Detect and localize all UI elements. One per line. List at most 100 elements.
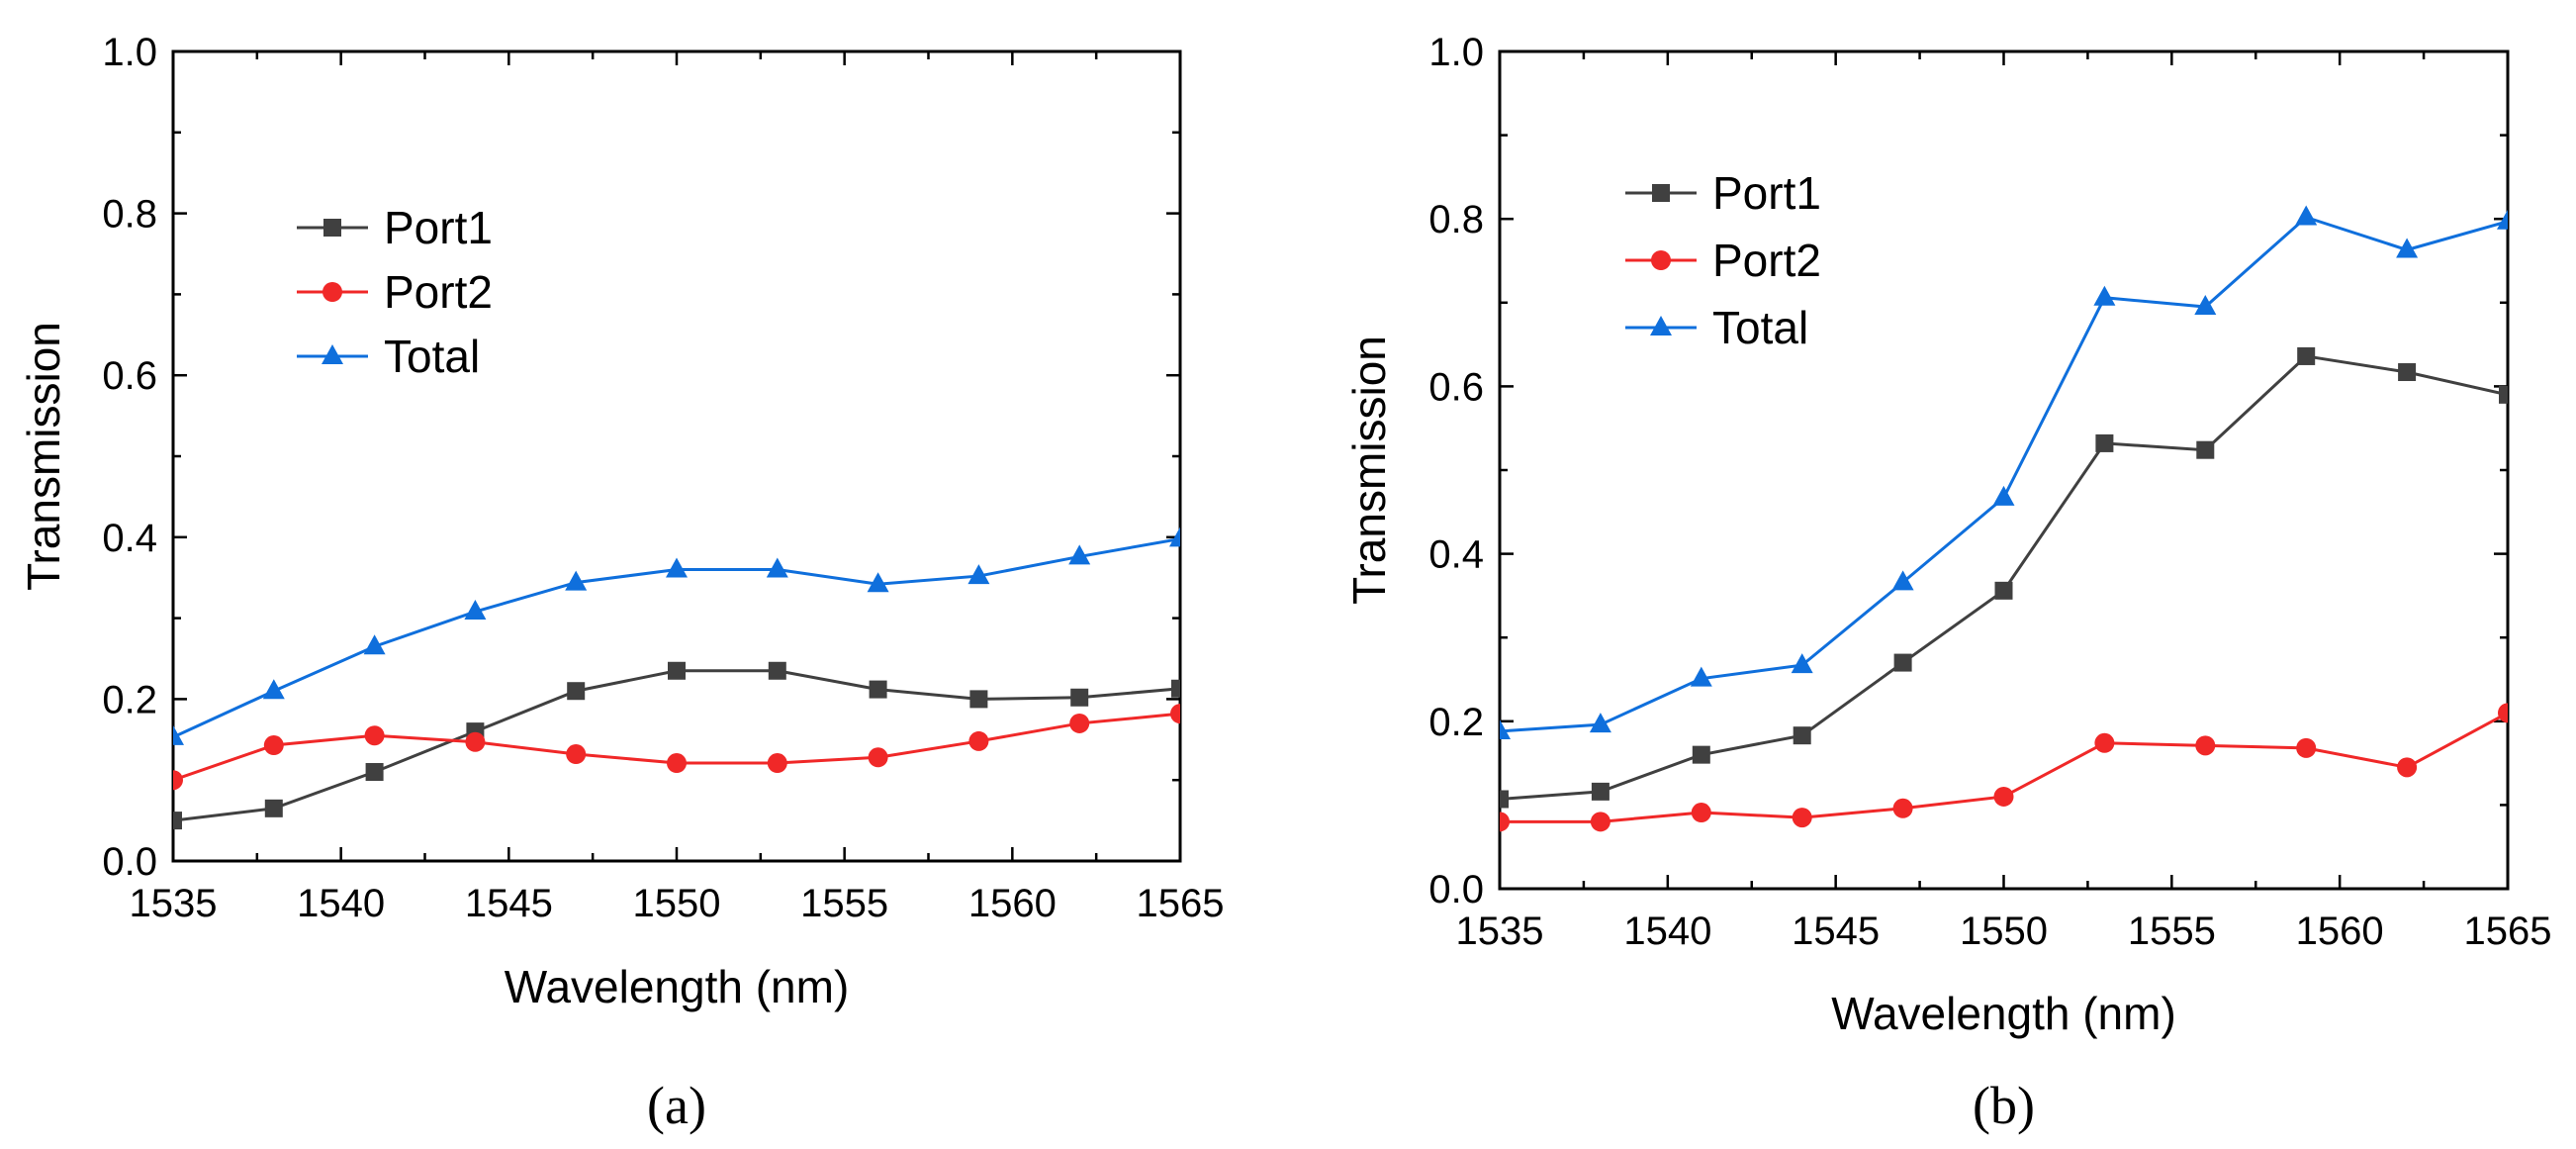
y-tick-label: 0.2 [1428,701,1484,744]
legend-marker-port1 [1652,184,1670,202]
data-point-port1 [264,799,283,817]
y-tick-label: 0.4 [1428,533,1484,577]
data-point-port1 [1994,581,2013,600]
legend-label: Port2 [1712,235,1821,286]
data-point-port1 [2499,385,2508,404]
x-tick-label: 1560 [2296,910,2384,953]
data-point-total [2396,238,2419,258]
data-point-total [1500,718,1511,739]
legend: Port1 Port2 Total [297,202,493,382]
y-tick-label: 0.6 [1428,365,1484,409]
data-point-total [1690,666,1712,687]
y-tick-label: 1.0 [102,31,157,74]
x-tick-label: 1540 [1623,910,1711,953]
data-point-port2 [2195,735,2216,756]
data-point-total [2497,209,2508,230]
legend-marker-port2 [1651,250,1671,270]
y-tick-label: 0.8 [1428,198,1484,241]
x-tick-label: 1565 [1137,882,1225,925]
panel-label: (a) [647,1076,706,1135]
data-point-port1 [1070,688,1089,707]
data-point-port1 [1171,679,1180,698]
data-point-port1 [1893,653,1912,672]
data-point-total [1068,544,1091,565]
data-point-port2 [767,753,787,774]
data-point-total [173,724,184,745]
y-tick-label: 0.0 [102,840,157,884]
y-tick-label: 1.0 [1428,31,1484,74]
y-axis-label: Transmission [18,322,69,591]
chart-panel-a: 1535 1540 1545 1550 1555 1560 1565 0.0 0.2 0.4 0.6… [18,31,1224,1135]
data-point-port2 [868,747,888,768]
data-point-total [262,679,285,700]
series-group [173,527,1180,830]
data-point-total [967,564,990,585]
data-point-total [2194,295,2217,316]
x-tick-label: 1535 [1456,910,1544,953]
data-point-port2 [2397,757,2418,778]
data-point-port2 [1792,808,1812,828]
data-point-port2 [1170,704,1180,724]
data-point-total [1169,527,1180,547]
data-point-port2 [1892,798,1913,818]
panel-label: (b) [1973,1076,2035,1135]
data-point-port2 [2296,737,2317,758]
data-point-port2 [1691,803,1711,823]
plot-frame [1498,49,2510,891]
legend-marker-port2 [322,282,342,302]
data-point-port1 [567,682,586,701]
data-point-total [867,572,889,593]
x-tick-label: 1545 [465,882,553,925]
x-tick-label: 1535 [130,882,218,925]
data-point-port2 [667,753,687,774]
data-point-total [666,557,688,578]
data-point-total [2093,285,2116,306]
x-tick-label: 1550 [1960,910,2048,953]
data-point-port2 [2094,732,2115,753]
legend-label: Total [384,331,480,382]
chart-panel-b: 1535 1540 1545 1550 1555 1560 1565 0.0 0.2 0.4 0.6… [1343,31,2551,1135]
data-point-total [1791,653,1813,674]
legend: Port1 Port2 Total [1625,167,1821,353]
legend-marker-total [322,344,343,364]
data-point-total [2295,205,2318,226]
data-point-port1 [969,690,988,709]
x-axis-label: Wavelength (nm) [505,961,850,1012]
data-point-port2 [1590,812,1610,832]
series-line-port1 [173,669,1180,822]
data-point-total [1992,485,2015,506]
y-tick-label: 0.0 [1428,868,1484,911]
x-tick-label: 1550 [633,882,721,925]
x-tick-label: 1560 [968,882,1057,925]
x-tick-label: 1540 [297,882,385,925]
data-point-port1 [1793,726,1811,745]
data-point-total [464,600,487,621]
legend-label: Total [1712,302,1808,353]
x-tick-label: 1545 [1792,910,1880,953]
data-point-port1 [2095,433,2114,452]
legend-label: Port1 [384,202,493,253]
data-point-port2 [566,744,587,765]
data-point-port1 [2297,346,2316,365]
data-point-total [1891,570,1914,591]
data-point-port1 [2398,363,2417,382]
data-point-port1 [173,812,182,830]
y-tick-label: 0.6 [102,354,157,398]
data-point-port1 [1500,790,1509,809]
legend-label: Port1 [1712,167,1821,219]
data-point-total [565,570,588,591]
data-point-port2 [1500,812,1510,832]
y-tick-label: 0.2 [102,678,157,721]
x-tick-label: 1555 [2128,910,2216,953]
x-tick-label: 1555 [800,882,888,925]
series-group [1500,205,2508,832]
data-point-total [1589,713,1611,733]
data-point-total [363,634,386,655]
data-point-port2 [968,730,989,751]
y-tick-label: 0.8 [102,193,157,237]
data-point-port2 [173,770,183,791]
data-point-port1 [768,661,786,680]
data-point-port2 [465,731,486,752]
data-point-total [766,557,788,578]
